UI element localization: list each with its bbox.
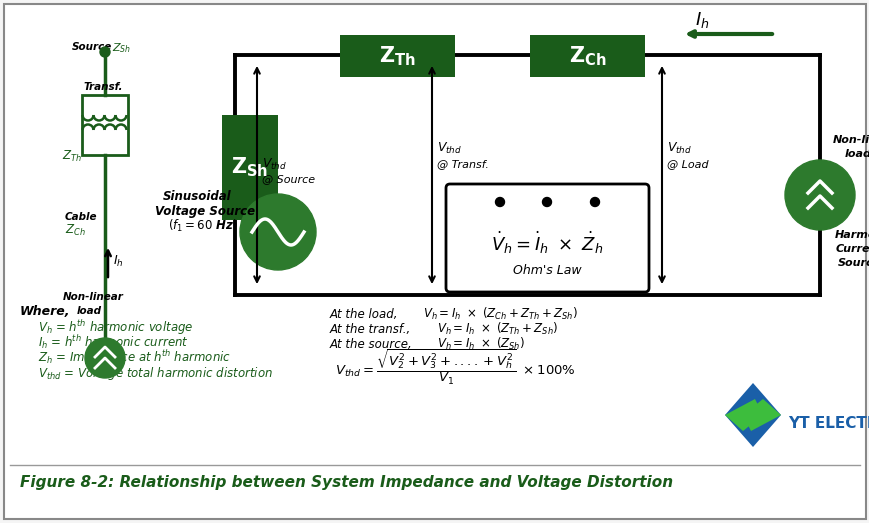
Text: Source: Source: [72, 42, 112, 52]
Text: $Z_{Th}$: $Z_{Th}$: [62, 149, 82, 164]
Circle shape: [542, 198, 551, 207]
Polygon shape: [724, 399, 762, 431]
Text: At the source,: At the source,: [329, 338, 412, 351]
Text: $\mathbf{Z_{Th}}$: $\mathbf{Z_{Th}}$: [379, 44, 415, 68]
Text: YT ELECTRIC: YT ELECTRIC: [787, 415, 869, 430]
Text: @ Transf.: @ Transf.: [436, 159, 488, 169]
Circle shape: [784, 160, 854, 230]
Text: Non-linear: Non-linear: [63, 292, 123, 302]
Circle shape: [85, 338, 125, 378]
Text: $V_h = I_h\ \times\ (Z_{Ch} + Z_{Th} + Z_{Sh})$: $V_h = I_h\ \times\ (Z_{Ch} + Z_{Th} + Z…: [422, 306, 577, 322]
Text: $Z_h$ = Impedance at h$^{th}$ harmonic: $Z_h$ = Impedance at h$^{th}$ harmonic: [38, 348, 231, 367]
Circle shape: [495, 198, 504, 207]
Text: Current: Current: [835, 244, 869, 254]
Circle shape: [590, 198, 599, 207]
Text: $V_h$ = h$^{th}$ harmonic voltage: $V_h$ = h$^{th}$ harmonic voltage: [38, 318, 193, 337]
Text: $V_{thd}$: $V_{thd}$: [262, 157, 287, 172]
Circle shape: [240, 194, 315, 270]
Text: Harmonic: Harmonic: [834, 230, 869, 240]
Text: At the load,: At the load,: [329, 308, 398, 321]
Polygon shape: [742, 399, 780, 431]
Text: $I_h$: $I_h$: [113, 254, 123, 269]
Text: $V_{thd}$: $V_{thd}$: [667, 141, 692, 156]
Text: Source: Source: [837, 258, 869, 268]
Text: Where,: Where,: [20, 305, 70, 318]
Text: Figure 8-2: Relationship between System Impedance and Voltage Distortion: Figure 8-2: Relationship between System …: [20, 475, 673, 490]
Bar: [82, 95, 128, 155]
Text: @ Load: @ Load: [667, 159, 708, 169]
Text: $V_{thd} = \dfrac{\sqrt{V_2^2 + V_3^2 + ....+ V_h^2}}{V_1}\ \times 100\%$: $V_{thd} = \dfrac{\sqrt{V_2^2 + V_3^2 + …: [335, 348, 575, 386]
Text: $I_h$ = h$^{th}$ harmonic current: $I_h$ = h$^{th}$ harmonic current: [38, 333, 189, 351]
Text: $Z_{Ch}$: $Z_{Ch}$: [65, 223, 86, 238]
Text: Non-linear: Non-linear: [832, 135, 869, 145]
Bar: [222, 115, 278, 220]
Text: At the transf.,: At the transf.,: [329, 323, 411, 336]
FancyBboxPatch shape: [446, 184, 648, 292]
Bar: [529, 35, 644, 77]
Text: Cable: Cable: [65, 212, 97, 222]
Text: $\mathbf{Z_{Ch}}$: $\mathbf{Z_{Ch}}$: [568, 44, 606, 68]
Text: $(f_1 = 60$ Hz$)$: $(f_1 = 60$ Hz$)$: [168, 218, 238, 234]
Text: $V_{thd}$ = Voltage total harmonic distortion: $V_{thd}$ = Voltage total harmonic disto…: [38, 365, 273, 382]
Text: @ Source: @ Source: [262, 174, 315, 184]
Text: $V_h = I_h\ \times\ (Z_{Th} + Z_{Sh})$: $V_h = I_h\ \times\ (Z_{Th} + Z_{Sh})$: [436, 321, 558, 337]
Text: load: load: [77, 306, 102, 316]
Text: $Z_{Sh}$: $Z_{Sh}$: [112, 41, 131, 55]
Text: $\dot{V}_h = \dot{I}_h\ \times\ \dot{Z}_h$: $\dot{V}_h = \dot{I}_h\ \times\ \dot{Z}_…: [491, 230, 603, 256]
Text: $I_h$: $I_h$: [694, 10, 708, 30]
Text: Sinusoidal: Sinusoidal: [163, 190, 231, 203]
Text: load: load: [844, 149, 869, 159]
Bar: [340, 35, 454, 77]
Circle shape: [100, 47, 109, 57]
Text: $\mathbf{Z_{Sh}}$: $\mathbf{Z_{Sh}}$: [231, 156, 269, 179]
Text: $V_{thd}$: $V_{thd}$: [436, 141, 461, 156]
Polygon shape: [724, 383, 780, 447]
Text: $V_h = I_h\ \times\ (Z_{Sh})$: $V_h = I_h\ \times\ (Z_{Sh})$: [436, 336, 525, 352]
Text: Transf.: Transf.: [84, 82, 123, 92]
Text: Voltage Source: Voltage Source: [155, 205, 255, 218]
Text: Ohm's Law: Ohm's Law: [513, 264, 581, 277]
